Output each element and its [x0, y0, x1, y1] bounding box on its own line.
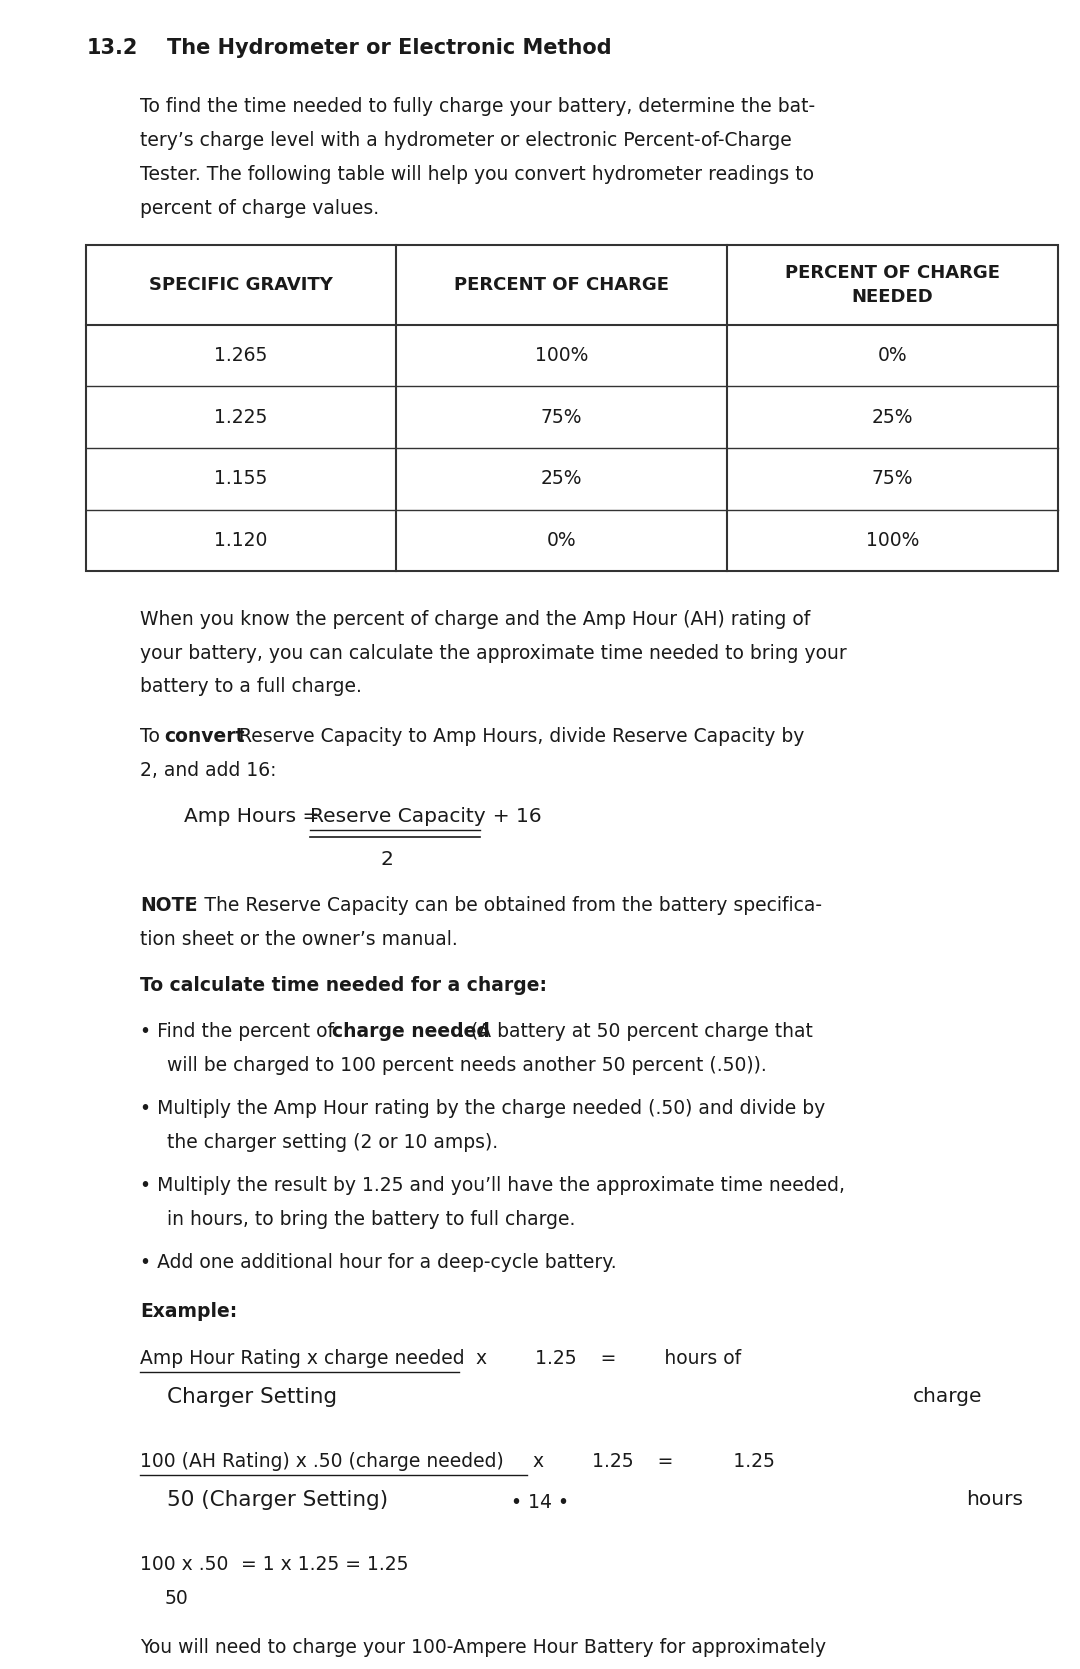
Text: 100 (AH Rating) x .50 (charge needed): 100 (AH Rating) x .50 (charge needed)	[140, 1452, 504, 1470]
Text: the charger setting (2 or 10 amps).: the charger setting (2 or 10 amps).	[167, 1133, 499, 1152]
Text: hours: hours	[967, 1490, 1024, 1509]
Text: • Multiply the result by 1.25 and you’ll have the approximate time needed,: • Multiply the result by 1.25 and you’ll…	[140, 1177, 846, 1195]
Text: 0%: 0%	[878, 345, 907, 366]
Text: charge needed: charge needed	[332, 1021, 489, 1041]
Text: NEEDED: NEEDED	[852, 287, 933, 305]
Text: 13.2: 13.2	[86, 38, 138, 58]
Text: + 16: + 16	[480, 806, 541, 826]
Text: Example:: Example:	[140, 1302, 238, 1322]
Text: Amp Hours =: Amp Hours =	[184, 806, 325, 826]
Text: . (A battery at 50 percent charge that: . (A battery at 50 percent charge that	[459, 1021, 813, 1041]
Text: Charger Setting: Charger Setting	[167, 1387, 338, 1407]
Text: When you know the percent of charge and the Amp Hour (AH) rating of: When you know the percent of charge and …	[140, 609, 811, 629]
Text: : The Reserve Capacity can be obtained from the battery specifica-: : The Reserve Capacity can be obtained f…	[192, 896, 822, 915]
Text: battery to a full charge.: battery to a full charge.	[140, 678, 362, 696]
Text: To find the time needed to fully charge your battery, determine the bat-: To find the time needed to fully charge …	[140, 97, 815, 115]
Text: 25%: 25%	[541, 469, 582, 489]
Text: 1.265: 1.265	[214, 345, 268, 366]
Text: SPECIFIC GRAVITY: SPECIFIC GRAVITY	[149, 275, 333, 294]
Text: NOTE: NOTE	[140, 896, 198, 915]
Text: Reserve Capacity to Amp Hours, divide Reserve Capacity by: Reserve Capacity to Amp Hours, divide Re…	[233, 726, 805, 746]
Text: You will need to charge your 100-Ampere Hour Battery for approximately: You will need to charge your 100-Ampere …	[140, 1637, 826, 1657]
Text: will be charged to 100 percent needs another 50 percent (.50)).: will be charged to 100 percent needs ano…	[167, 1056, 767, 1075]
Text: convert: convert	[164, 726, 245, 746]
Text: 50: 50	[164, 1589, 188, 1607]
Text: To: To	[140, 726, 166, 746]
Text: 25%: 25%	[872, 407, 914, 427]
Text: = 1 x 1.25 = 1.25: = 1 x 1.25 = 1.25	[235, 1556, 409, 1574]
Text: 100 x .50: 100 x .50	[140, 1556, 229, 1574]
Text: The Hydrometer or Electronic Method: The Hydrometer or Electronic Method	[167, 38, 612, 58]
Text: PERCENT OF CHARGE: PERCENT OF CHARGE	[454, 275, 669, 294]
Text: tion sheet or the owner’s manual.: tion sheet or the owner’s manual.	[140, 930, 458, 950]
Text: 1.120: 1.120	[214, 531, 268, 549]
Text: 2, and add 16:: 2, and add 16:	[140, 761, 276, 779]
Text: your battery, you can calculate the approximate time needed to bring your: your battery, you can calculate the appr…	[140, 644, 847, 663]
Text: • 14 •: • 14 •	[511, 1492, 569, 1512]
Text: 75%: 75%	[541, 407, 582, 427]
Bar	[86, 245, 1058, 571]
Text: To calculate time needed for a charge:: To calculate time needed for a charge:	[140, 976, 548, 995]
Text: 50 (Charger Setting): 50 (Charger Setting)	[167, 1490, 389, 1510]
Text: • Multiply the Amp Hour rating by the charge needed (.50) and divide by: • Multiply the Amp Hour rating by the ch…	[140, 1100, 825, 1118]
Text: 2: 2	[380, 850, 393, 870]
Text: • Find the percent of: • Find the percent of	[140, 1021, 340, 1041]
Text: • Add one additional hour for a deep-cycle battery.: • Add one additional hour for a deep-cyc…	[140, 1253, 617, 1272]
Text: PERCENT OF CHARGE: PERCENT OF CHARGE	[785, 264, 1000, 282]
Text: Tester. The following table will help you convert hydrometer readings to: Tester. The following table will help yo…	[140, 165, 814, 184]
Text: 1.155: 1.155	[214, 469, 268, 489]
Text: 0%: 0%	[546, 531, 576, 549]
Text: Amp Hour Rating x charge needed: Amp Hour Rating x charge needed	[140, 1349, 465, 1367]
Text: charge: charge	[913, 1387, 982, 1405]
Text: tery’s charge level with a hydrometer or electronic Percent-of-Charge: tery’s charge level with a hydrometer or…	[140, 130, 792, 150]
Text: percent of charge values.: percent of charge values.	[140, 199, 379, 217]
Text: 100%: 100%	[866, 531, 919, 549]
Text: x        1.25    =          1.25: x 1.25 = 1.25	[527, 1452, 775, 1470]
Text: Reserve Capacity: Reserve Capacity	[310, 806, 486, 826]
Text: 75%: 75%	[872, 469, 914, 489]
Text: x        1.25    =        hours of: x 1.25 = hours of	[464, 1349, 742, 1367]
Text: in hours, to bring the battery to full charge.: in hours, to bring the battery to full c…	[167, 1210, 576, 1228]
Text: 100%: 100%	[535, 345, 588, 366]
Text: 1.225: 1.225	[214, 407, 268, 427]
